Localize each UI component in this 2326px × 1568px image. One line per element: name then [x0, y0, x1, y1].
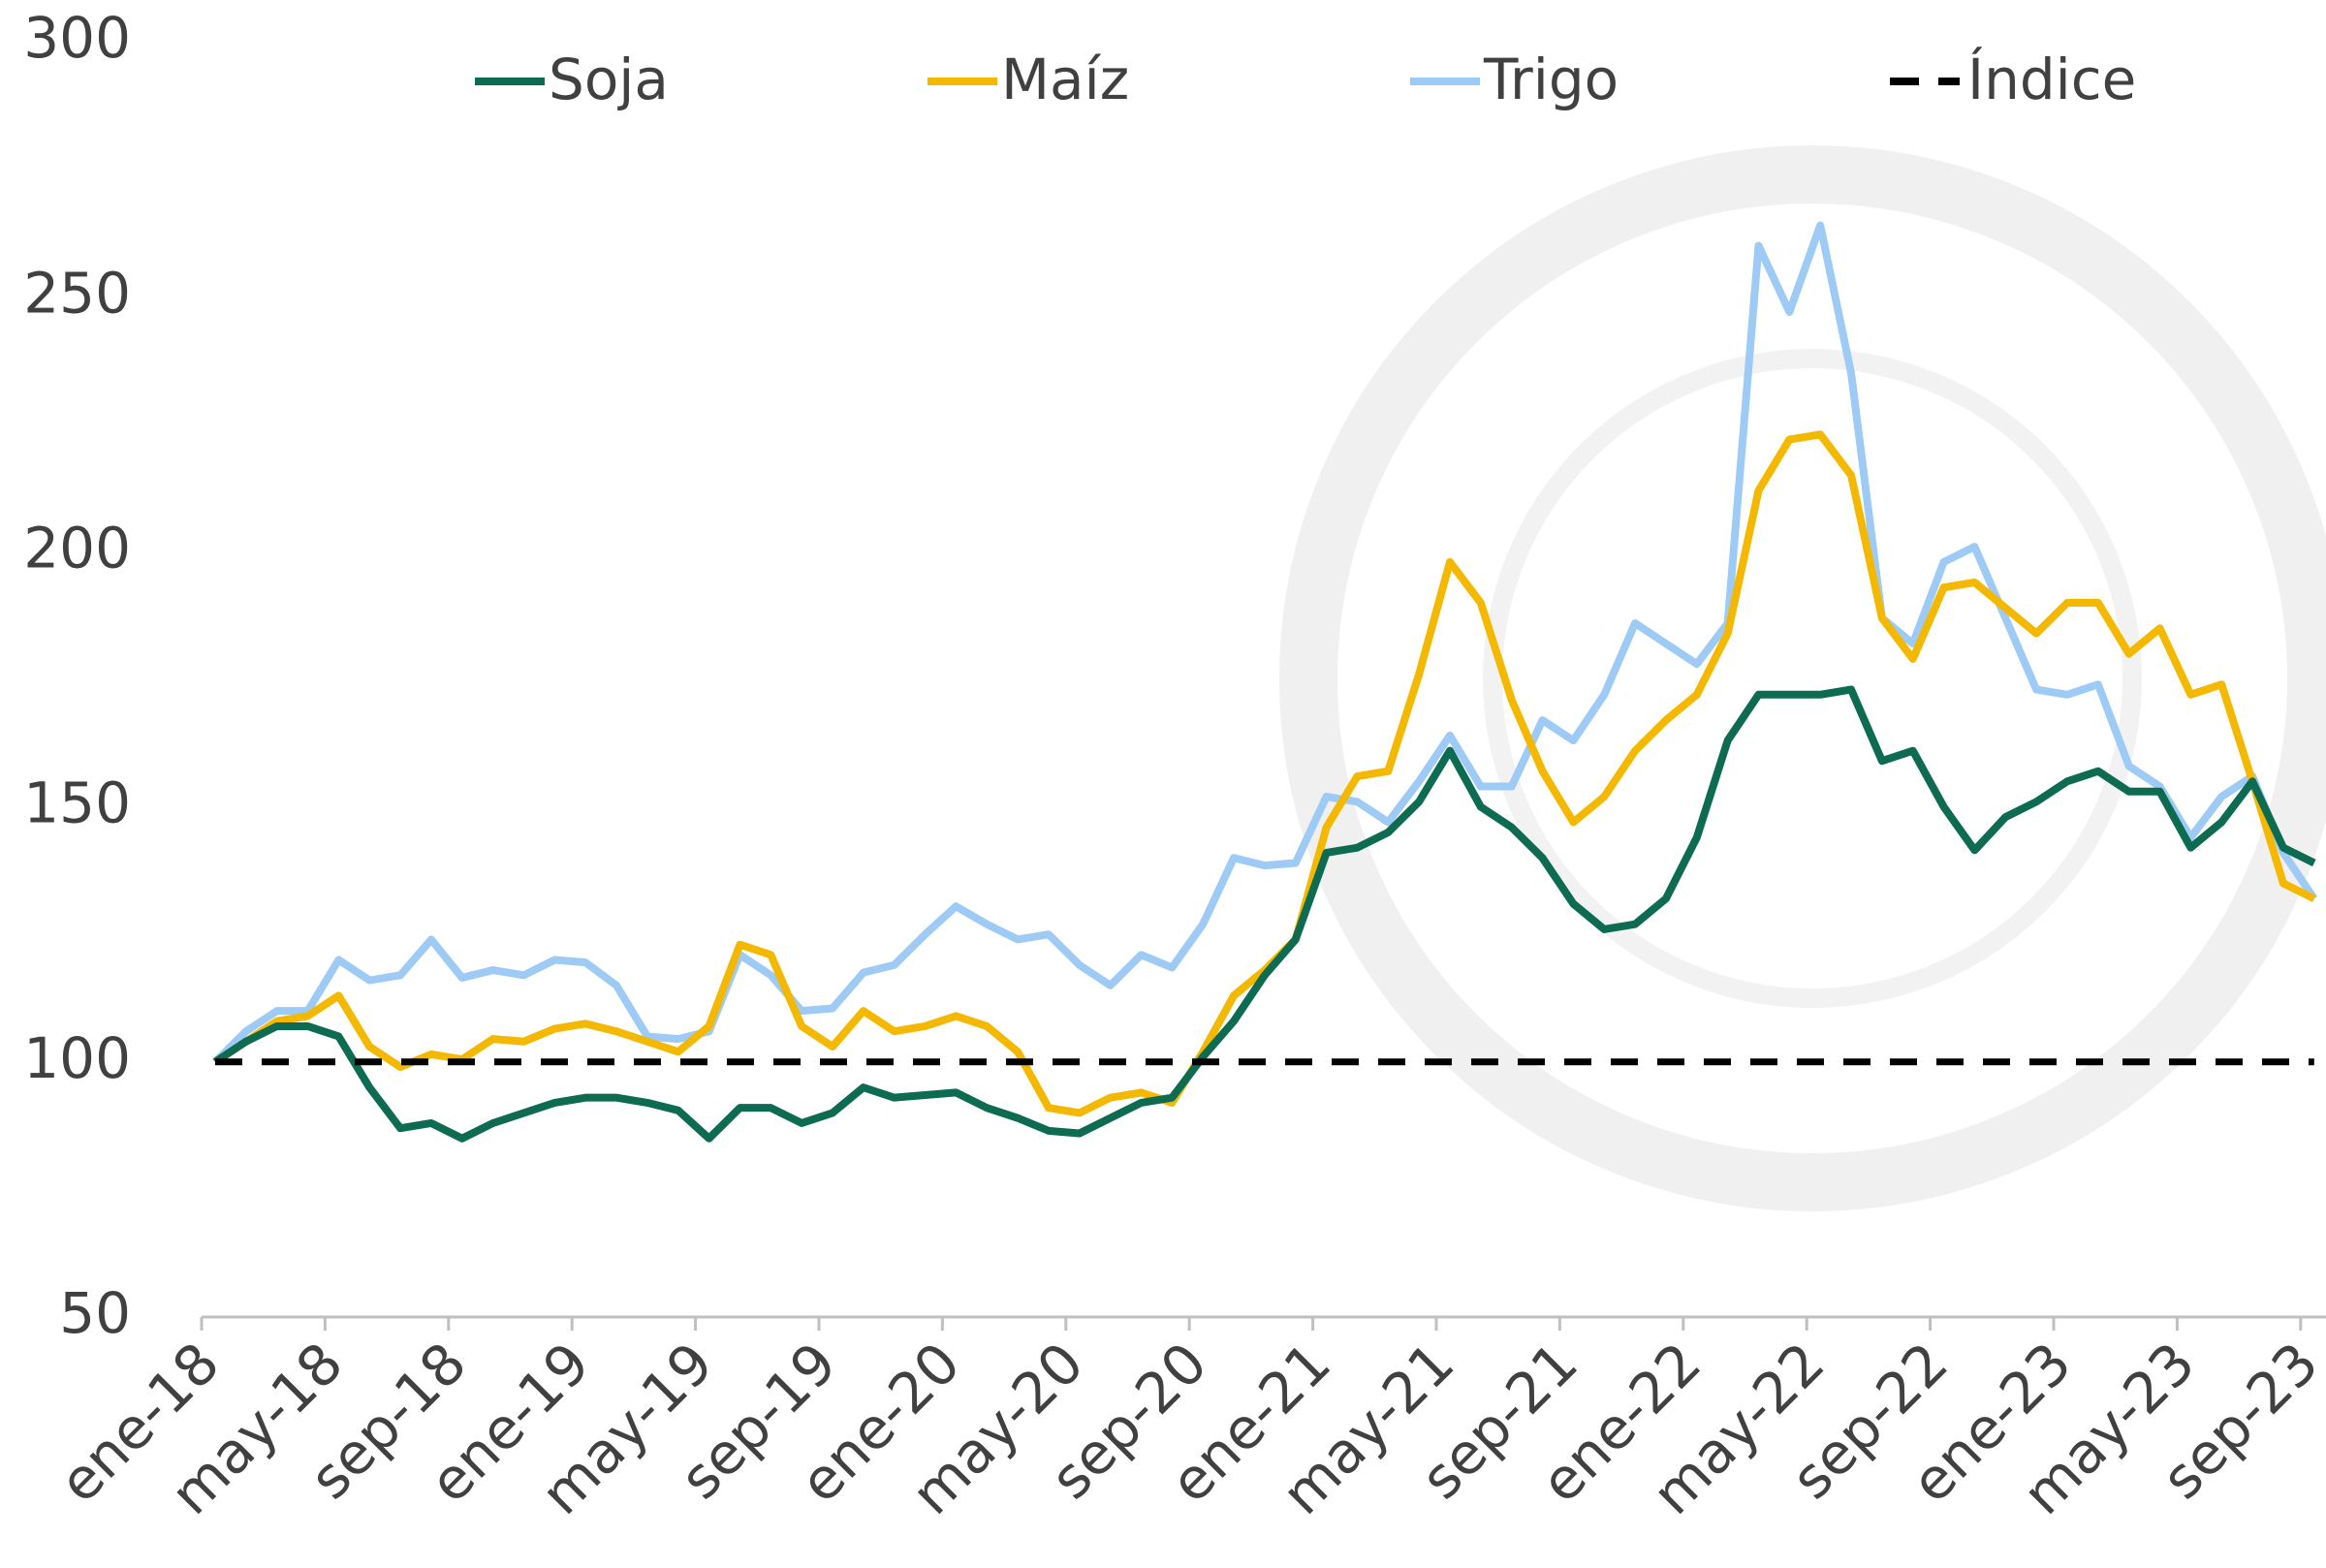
y-tick-label: 250 [23, 260, 131, 326]
y-tick-label: 300 [23, 5, 131, 71]
legend-label: Soja [549, 47, 669, 112]
legend-label: Maíz [1001, 47, 1129, 112]
legend-label: Trigo [1483, 47, 1619, 112]
legend-label: Índice [1967, 46, 2136, 112]
watermark [1483, 349, 2142, 1008]
series-line [212, 221, 2318, 1065]
watermark [1279, 145, 2326, 1211]
y-tick-label: 200 [23, 516, 131, 581]
y-tick-label: 150 [23, 770, 131, 836]
y-tick-label: 100 [23, 1025, 131, 1091]
y-tick-label: 50 [59, 1280, 131, 1346]
series-line [212, 685, 2316, 1143]
series-line [212, 430, 2316, 1117]
